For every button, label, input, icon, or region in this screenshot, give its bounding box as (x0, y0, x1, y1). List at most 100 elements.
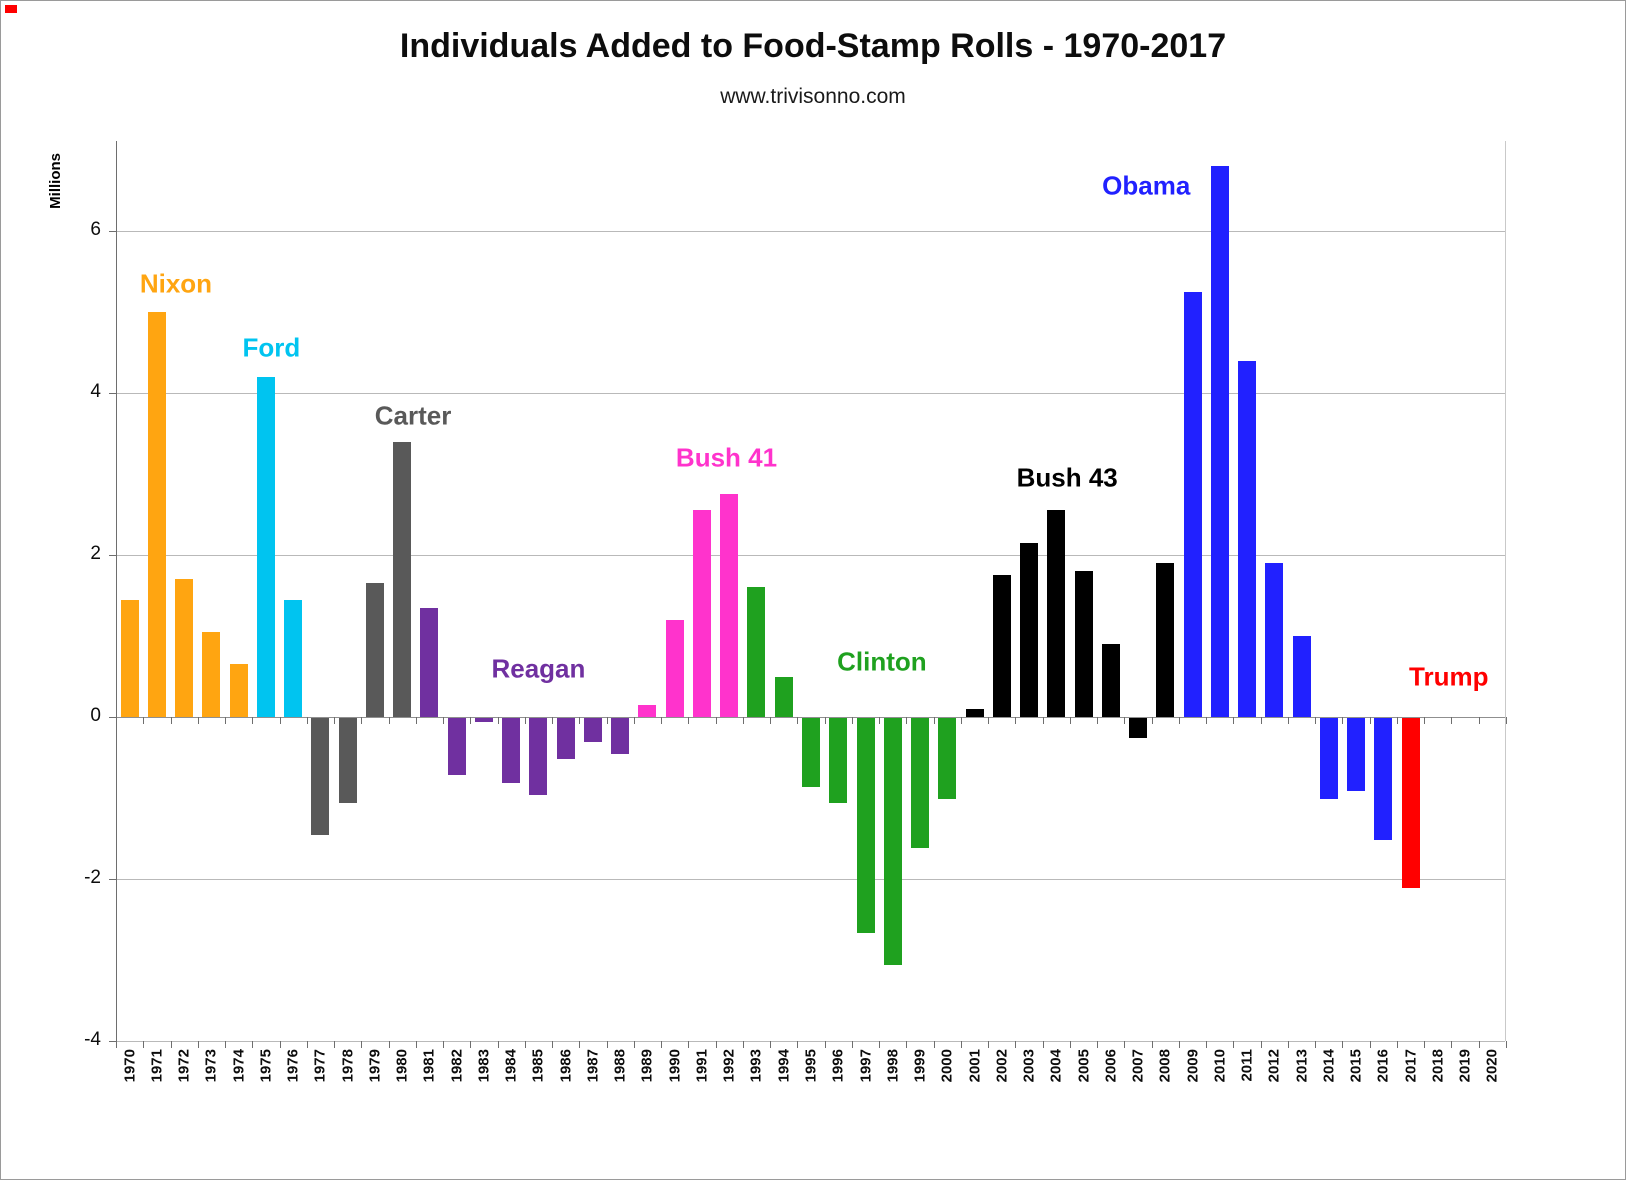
bottom-tick (716, 1041, 717, 1048)
bar-2013 (1292, 636, 1311, 717)
category-tick (797, 717, 798, 724)
x-tick-label: 1992 (720, 1049, 738, 1083)
x-tick-label: 1980 (393, 1049, 411, 1083)
category-tick (1315, 717, 1316, 724)
bottom-tick (1233, 1041, 1234, 1048)
x-tick-label: 2000 (938, 1049, 956, 1083)
category-tick (1397, 717, 1398, 724)
y-tick-mark (109, 555, 116, 556)
bottom-tick (1070, 1041, 1071, 1048)
bar-2017 (1401, 718, 1420, 889)
category-tick (1152, 717, 1153, 724)
president-label-ford: Ford (242, 332, 301, 363)
bottom-tick (661, 1041, 662, 1048)
y-tick-mark (109, 393, 116, 394)
x-tick-label: 1983 (475, 1049, 493, 1083)
category-tick (1179, 717, 1180, 724)
category-axis-line (116, 717, 1505, 718)
x-tick-label: 2014 (1320, 1049, 1338, 1083)
x-tick-label: 1996 (829, 1049, 847, 1083)
gridline-4 (116, 393, 1505, 394)
x-tick-label: 2003 (1020, 1049, 1038, 1083)
category-tick (334, 717, 335, 724)
x-tick-label: 1989 (638, 1049, 656, 1083)
bar-2005 (1074, 571, 1093, 717)
category-tick (143, 717, 144, 724)
bottom-tick (1179, 1041, 1180, 1048)
bar-1973 (202, 631, 221, 717)
x-tick-label: 1975 (257, 1049, 275, 1083)
bottom-tick (634, 1041, 635, 1048)
category-tick (1342, 717, 1343, 724)
bar-1970 (120, 599, 139, 717)
chart-title: Individuals Added to Food-Stamp Rolls - … (399, 27, 1227, 65)
bottom-tick (1261, 1041, 1262, 1048)
bottom-tick (1506, 1041, 1507, 1048)
president-label-reagan: Reagan (491, 653, 586, 684)
y-tick-mark (109, 1041, 116, 1042)
x-tick-label: 2008 (1156, 1049, 1174, 1083)
bottom-tick (1424, 1041, 1425, 1048)
bottom-tick (1152, 1041, 1153, 1048)
bottom-tick (1397, 1041, 1398, 1048)
president-label-obama: Obama (1102, 170, 1191, 201)
bottom-tick (770, 1041, 771, 1048)
category-tick (443, 717, 444, 724)
x-tick-label: 2010 (1211, 1049, 1229, 1083)
x-tick-label: 2002 (993, 1049, 1011, 1083)
bottom-tick (906, 1041, 907, 1048)
bottom-tick (1206, 1041, 1207, 1048)
category-tick (1479, 717, 1480, 724)
bar-1988 (611, 718, 630, 755)
gridline-6 (116, 231, 1505, 232)
bar-2001 (965, 708, 984, 717)
category-tick (1288, 717, 1289, 724)
bar-2015 (1347, 718, 1366, 791)
category-tick (852, 717, 853, 724)
x-tick-label: 1997 (857, 1049, 874, 1083)
bar-1984 (502, 718, 521, 783)
x-tick-label: 1988 (611, 1049, 629, 1083)
bottom-tick (416, 1041, 417, 1048)
president-label-bush-43: Bush 43 (1016, 462, 1118, 493)
bottom-tick (225, 1041, 226, 1048)
x-tick-label: 2019 (1456, 1049, 1474, 1083)
y-tick-label: 6 (90, 219, 101, 240)
x-tick-label: 2020 (1483, 1049, 1501, 1083)
bottom-tick (879, 1041, 880, 1048)
bottom-tick (1288, 1041, 1289, 1048)
category-tick (607, 717, 608, 724)
bar-1977 (311, 718, 330, 836)
bar-2016 (1374, 718, 1393, 840)
category-tick (716, 717, 717, 724)
bottom-tick (143, 1041, 144, 1048)
bar-1981 (420, 607, 439, 717)
category-tick (1506, 717, 1507, 724)
president-label-trump: Trump (1409, 661, 1489, 692)
category-tick (879, 717, 880, 724)
y-tick-mark (109, 879, 116, 880)
bottom-tick (607, 1041, 608, 1048)
bar-1971 (147, 312, 166, 717)
bar-1989 (638, 704, 657, 717)
category-tick (361, 717, 362, 724)
category-tick (225, 717, 226, 724)
bar-1996 (829, 718, 848, 804)
category-tick (171, 717, 172, 724)
category-tick (498, 717, 499, 724)
category-tick (661, 717, 662, 724)
bottom-tick (171, 1041, 172, 1048)
category-tick (1206, 717, 1207, 724)
category-tick (280, 717, 281, 724)
bar-1976 (284, 599, 303, 717)
corner-artifact (5, 5, 17, 13)
bar-1982 (447, 718, 466, 775)
x-tick-label: 2007 (1129, 1049, 1147, 1083)
x-tick-label: 2015 (1347, 1049, 1365, 1083)
bottom-tick (688, 1041, 689, 1048)
bar-1980 (393, 441, 412, 717)
x-tick-label: 1990 (666, 1049, 684, 1083)
bottom-tick (852, 1041, 853, 1048)
y-tick-label: 4 (90, 381, 101, 402)
category-tick (198, 717, 199, 724)
